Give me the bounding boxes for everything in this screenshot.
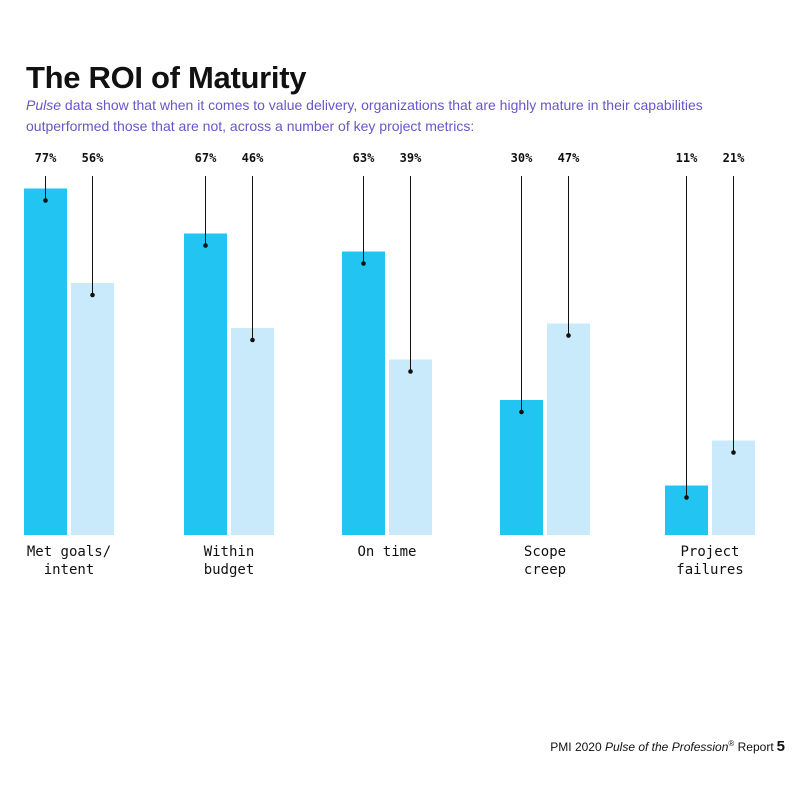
data-label: 56%: [82, 151, 104, 165]
leader-dot: [43, 198, 48, 203]
leader-dot: [684, 495, 689, 500]
page-title: The ROI of Maturity: [26, 60, 307, 95]
bar-chart: 77% 56% Met goals/intent 67% 46% Within budget…: [24, 151, 755, 578]
bar: [24, 188, 67, 535]
category-label: Scope: [524, 544, 566, 560]
leader-dot: [203, 243, 208, 248]
subtitle-text: data show that when it comes to value de…: [26, 97, 703, 134]
subtitle-italic: Pulse: [26, 97, 62, 113]
chart-subtitle: Pulse data show that when it comes to va…: [26, 95, 726, 137]
data-label: 47%: [558, 151, 580, 165]
category-label: On time: [357, 544, 416, 560]
data-label: 63%: [353, 151, 375, 165]
data-label: 67%: [195, 151, 217, 165]
leader-dot: [90, 292, 95, 298]
bar: [342, 251, 385, 535]
leader-dot: [408, 369, 413, 374]
bar: [231, 328, 274, 535]
page-number: 5: [776, 738, 785, 755]
category-label: Within: [204, 544, 255, 560]
data-label: 21%: [723, 151, 745, 165]
category-label: budget: [204, 562, 255, 578]
footer-prefix: PMI 2020: [550, 740, 605, 754]
leader-dot: [250, 337, 255, 343]
data-label: 11%: [676, 151, 698, 165]
data-label: 46%: [242, 151, 264, 165]
leader-dot: [731, 450, 736, 455]
footer-publication: Pulse of the Profession: [604, 740, 729, 754]
bar: [547, 323, 590, 535]
bar: [712, 440, 755, 535]
category-label: failures: [676, 562, 743, 578]
category-label: intent: [44, 562, 95, 578]
leader-dot: [519, 409, 524, 415]
data-label: 39%: [400, 151, 422, 165]
category-label: creep: [524, 562, 566, 578]
data-label: 30%: [511, 151, 533, 165]
data-label: 77%: [35, 151, 57, 165]
bar: [184, 233, 227, 535]
footer-suffix: Report: [734, 740, 774, 754]
bar: [500, 400, 543, 535]
category-label: Met goals/: [27, 544, 111, 560]
leader-dot: [361, 261, 366, 266]
leader-dot: [566, 333, 571, 338]
bar: [389, 359, 432, 535]
category-label: Project: [680, 544, 739, 560]
bar: [71, 283, 114, 535]
page-footer: PMI 2020 Pulse of the Profession® Report…: [550, 738, 785, 755]
footer-registered-mark: ®: [728, 739, 735, 748]
